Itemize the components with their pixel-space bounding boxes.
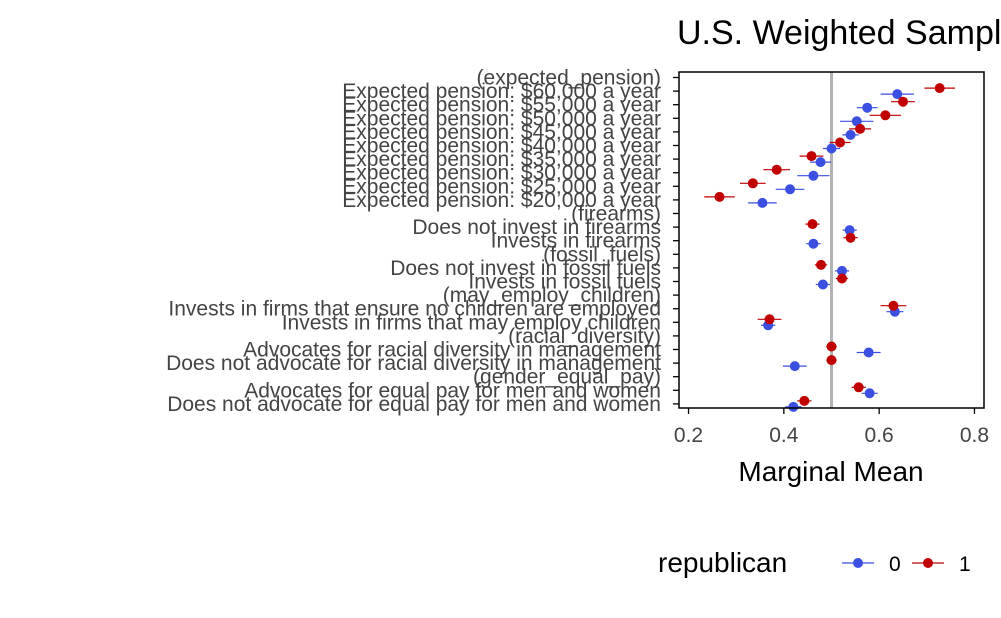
point-series-1	[816, 259, 827, 270]
point-series-0	[863, 347, 874, 358]
point-series-0	[808, 238, 819, 249]
y-tick-label: Does not invest in fossil fuels	[390, 257, 661, 280]
y-tick-label: (fossil_fuels)	[543, 243, 661, 266]
point-series-1	[855, 123, 866, 134]
y-tick-label: Expected pension: $60,000 a year	[342, 80, 661, 103]
point-series-1	[826, 355, 837, 366]
y-tick-label: Expected pension: $35,000 a year	[342, 148, 661, 171]
point-series-0	[757, 197, 768, 208]
y-tick-label: Invests in firms that may employ childre…	[282, 311, 661, 334]
y-axis-labels: (expected_pension)Expected pension: $60,…	[166, 67, 661, 416]
x-tick-label: 0.6	[865, 424, 894, 447]
y-tick-label: (gender_equal_pay)	[473, 366, 661, 389]
x-tick-label: 0.2	[674, 424, 703, 447]
y-tick-label: Advocates for racial diversity in manage…	[243, 339, 661, 362]
point-series-1	[897, 96, 908, 107]
point-series-0	[851, 116, 862, 127]
plot-panel-border	[678, 71, 985, 409]
y-tick-label: Expected pension: $40,000 a year	[342, 135, 661, 158]
point-series-1	[764, 314, 775, 325]
y-tick-label: Advocates for equal pay for men and wome…	[244, 379, 661, 402]
point-series-0	[808, 170, 819, 181]
y-tick-label: Invests in fossil fuels	[468, 271, 661, 294]
point-series-1	[835, 137, 846, 148]
y-tick-label: Expected pension: $55,000 a year	[342, 94, 661, 117]
x-axis-ticks: 0.2 0.4 0.6 0.8	[674, 408, 989, 447]
point-series-1	[714, 191, 725, 202]
y-tick-label: Invests in firearms	[491, 230, 661, 253]
y-tick-label: (may_employ_children)	[443, 284, 661, 307]
point-series-1	[853, 382, 864, 393]
legend-key-point	[923, 558, 933, 568]
point-series-0	[836, 265, 847, 276]
point-series-1	[845, 232, 856, 243]
y-tick-label: (racial_diversity)	[508, 325, 661, 348]
point-series-1	[807, 219, 818, 230]
x-tick-label: 0.4	[769, 424, 799, 447]
point-series-1	[747, 178, 758, 189]
point-series-1	[836, 273, 847, 284]
point-series-0	[892, 89, 903, 100]
point-series-1	[880, 110, 891, 121]
point-series-0	[817, 279, 828, 290]
chart-title: U.S. Weighted Sample	[677, 14, 1001, 52]
y-tick-label: Does not invest in firearms	[412, 216, 661, 239]
point-series-0	[789, 361, 800, 372]
y-tick-label: Does not advocate for racial diversity i…	[166, 352, 661, 375]
y-tick-label: Expected pension: $25,000 a year	[342, 175, 661, 198]
point-series-0	[785, 184, 796, 195]
y-tick-label: Expected pension: $30,000 a year	[342, 162, 661, 185]
y-tick-label: Expected pension: $45,000 a year	[342, 121, 661, 144]
y-tick-label: Expected pension: $50,000 a year	[342, 107, 661, 130]
point-series-0	[826, 143, 837, 154]
y-tick-label: Does not advocate for equal pay for men …	[167, 393, 661, 416]
point-series-0	[844, 225, 855, 236]
point-series-1	[826, 341, 837, 352]
point-series-1	[799, 395, 810, 406]
x-tick-label: 0.8	[960, 424, 989, 447]
x-axis-label: Marginal Mean	[738, 456, 923, 487]
legend-title: republican	[658, 547, 787, 578]
y-tick-label: Invests in firms that ensure no children…	[168, 298, 661, 321]
data-marks	[704, 83, 955, 412]
y-tick-label: (expected_pension)	[477, 67, 661, 90]
y-tick-label: (firearms)	[571, 203, 661, 226]
point-series-1	[888, 300, 899, 311]
point-series-1	[806, 151, 817, 162]
legend-label: 0	[889, 553, 901, 576]
legend-label: 1	[959, 553, 971, 576]
point-series-0	[788, 401, 799, 412]
point-series-0	[862, 102, 873, 113]
y-tick-label: Expected pension: $20,000 a year	[342, 189, 661, 212]
legend-key-point	[853, 558, 863, 568]
y-axis-ticks	[673, 76, 679, 405]
point-series-1	[771, 164, 782, 175]
point-series-0	[864, 388, 875, 399]
point-series-0	[815, 157, 826, 168]
point-series-1	[934, 83, 945, 94]
point-series-0	[845, 129, 856, 140]
